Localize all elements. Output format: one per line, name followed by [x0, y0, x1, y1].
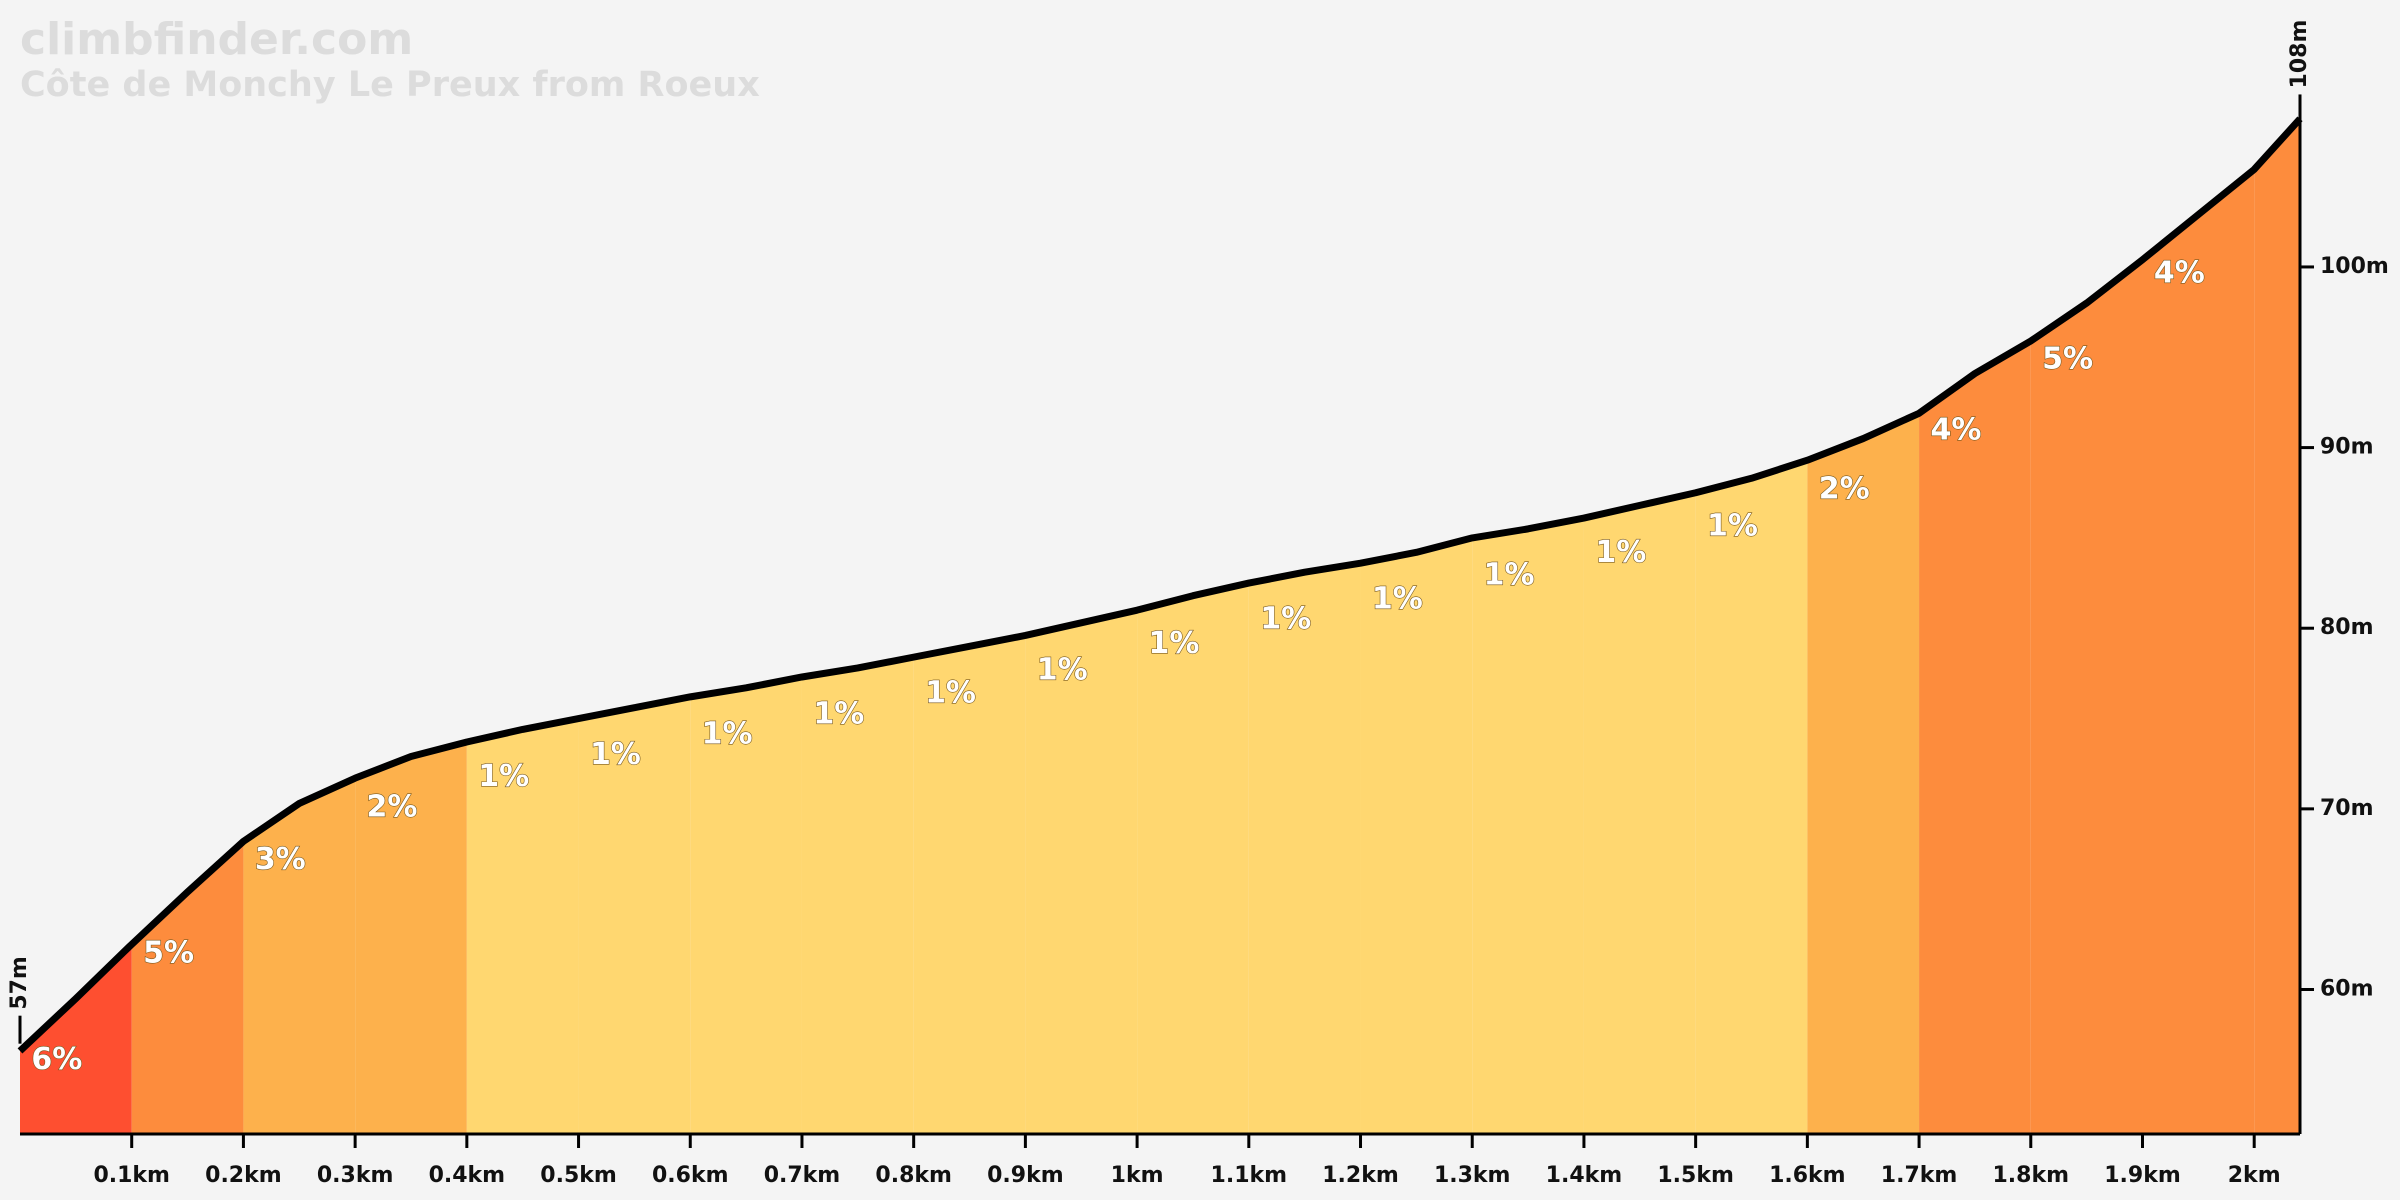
gradient-band — [578, 118, 691, 1134]
y-tick-label: 90m — [2320, 435, 2374, 460]
gradient-label: 2% — [367, 789, 418, 824]
gradient-band — [2142, 118, 2255, 1134]
x-tick-label: 0.7km — [764, 1163, 841, 1188]
gradient-band — [913, 118, 1026, 1134]
y-tick-label: 100m — [2320, 254, 2389, 279]
gradient-label: 1% — [1595, 535, 1646, 570]
x-tick-label: 1.2km — [1322, 1163, 1399, 1188]
gradient-label: 5% — [143, 935, 194, 970]
gradient-label: 2% — [1819, 471, 1870, 506]
gradient-label: 1% — [1148, 626, 1199, 661]
y-tick-label: 70m — [2320, 796, 2374, 821]
chart-subtitle: Côte de Monchy Le Preux from Roeux — [20, 65, 760, 105]
gradient-label: 1% — [1707, 509, 1758, 544]
gradient-band — [355, 118, 467, 1134]
gradient-label: 4% — [1930, 413, 1981, 448]
gradient-label: 1% — [1484, 557, 1535, 592]
profile-line — [17, 116, 2303, 1054]
x-tick-label: 0.3km — [317, 1163, 394, 1188]
gradient-label: 1% — [590, 737, 641, 772]
gradient-label: 1% — [1037, 653, 1088, 688]
gradient-band — [1025, 118, 1138, 1134]
gradient-band — [2254, 118, 2300, 1134]
x-tick-label: 1km — [1111, 1163, 1164, 1188]
x-tick-label: 0.8km — [875, 1163, 952, 1188]
chart-title: climbfinder.com — [20, 14, 413, 65]
gradient-label: 1% — [1372, 582, 1423, 617]
x-tick-label: 0.6km — [652, 1163, 729, 1188]
gradient-band — [466, 118, 579, 1134]
gradient-label: 5% — [2042, 341, 2093, 376]
gradient-band — [801, 118, 914, 1134]
x-tick-label: 0.4km — [429, 1163, 506, 1188]
gradient-band — [1360, 118, 1473, 1134]
x-tick-label: 0.1km — [93, 1163, 170, 1188]
x-tick-label: 1.8km — [1993, 1163, 2070, 1188]
gradient-band — [1807, 118, 1920, 1134]
x-tick-label: 1.3km — [1434, 1163, 1511, 1188]
x-tick-label: 1.9km — [2104, 1163, 2181, 1188]
elevation-marker-label: 108m — [2287, 20, 2312, 89]
x-tick-label: 0.9km — [987, 1163, 1064, 1188]
gradient-band — [243, 118, 356, 1134]
y-tick-label: 80m — [2320, 615, 2374, 640]
x-tick-label: 1.5km — [1657, 1163, 1734, 1188]
x-tick-label: 1.7km — [1881, 1163, 1958, 1188]
gradient-label: 1% — [478, 759, 529, 794]
gradient-band — [1137, 118, 1249, 1134]
gradient-label: 3% — [255, 842, 306, 877]
y-tick-label: 60m — [2320, 976, 2374, 1001]
gradient-label: 1% — [1260, 601, 1311, 636]
elevation-marker-label: 57m — [7, 956, 32, 1010]
gradient-band — [1695, 118, 1808, 1134]
x-tick-label: 0.2km — [205, 1163, 282, 1188]
gradient-label: 1% — [702, 716, 753, 751]
gradient-band — [2030, 118, 2143, 1134]
x-tick-label: 0.5km — [540, 1163, 617, 1188]
gradient-label: 4% — [2154, 255, 2205, 290]
gradient-label: 1% — [813, 697, 864, 732]
chart-layer: 6% 5% 3% 2% 1% 1% 1% 1% 1% 1% 1% 1% 1% 1% 1% 1% 2% 4% 5% 4%… — [7, 20, 2389, 1188]
x-tick-label: 1.6km — [1769, 1163, 1846, 1188]
gradient-label: 6% — [31, 1042, 82, 1077]
x-tick-label: 1.4km — [1546, 1163, 1623, 1188]
x-tick-label: 2km — [2228, 1163, 2281, 1188]
x-tick-label: 1.1km — [1211, 1163, 1288, 1188]
gradient-band — [690, 118, 802, 1134]
gradient-label: 1% — [925, 675, 976, 710]
gradient-band — [1919, 118, 2031, 1134]
gradient-bands — [20, 118, 2300, 1134]
